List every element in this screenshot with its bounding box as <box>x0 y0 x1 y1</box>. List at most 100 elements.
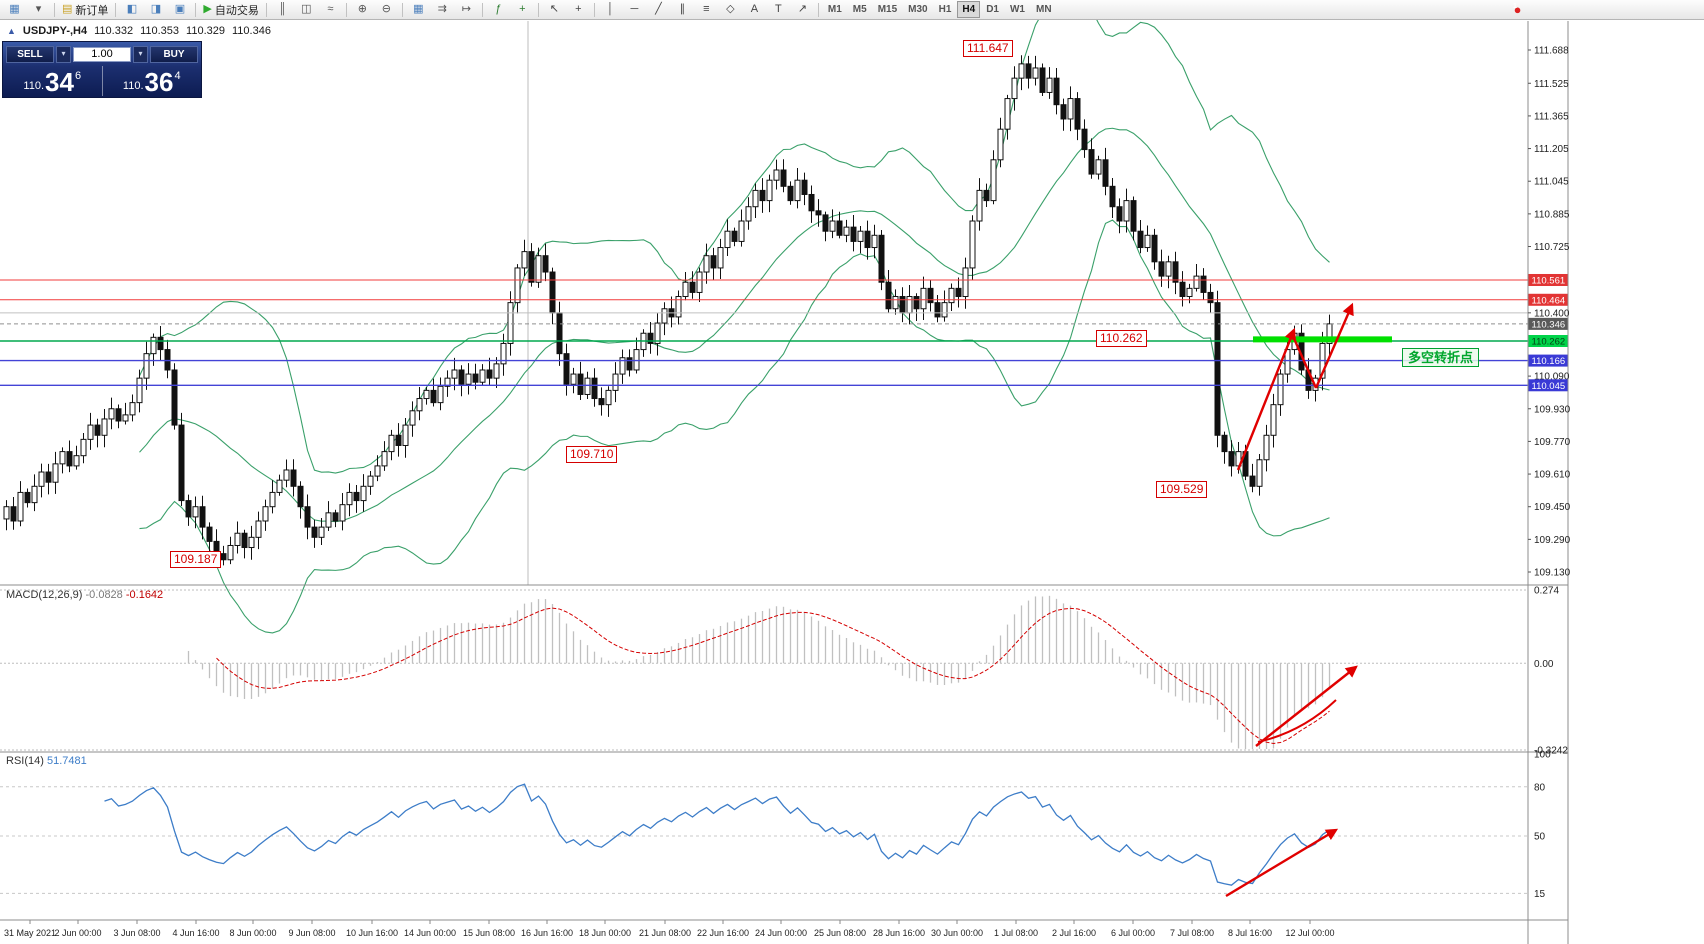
text-icon[interactable]: A <box>743 1 766 18</box>
new-order-button[interactable]: ▤ 新订单 <box>59 1 111 18</box>
market-watch-icon[interactable]: ◧ <box>120 1 143 18</box>
turning-point-label: 多空转折点 <box>1402 348 1480 367</box>
chart-ohlc-line: ▲ USDJPY-,H4 110.332 110.353 110.329 110… <box>7 25 271 37</box>
macd-label: MACD(12,26,9) -0.0828 -0.1642 <box>6 589 163 601</box>
symbol-icon: ▲ <box>7 26 16 36</box>
svg-text:1 Jul 08:00: 1 Jul 08:00 <box>994 928 1038 938</box>
indicators-icon[interactable]: ƒ <box>487 1 510 18</box>
new-chart-icon[interactable]: ▦ <box>3 1 26 18</box>
arrow-tool-icon: ↗ <box>797 3 807 15</box>
cursor-icon[interactable]: ↖ <box>543 1 566 18</box>
horizontal-line-icon[interactable]: ─ <box>623 1 646 18</box>
new-chart-icon: ▦ <box>9 3 20 15</box>
svg-text:0.00: 0.00 <box>1534 659 1554 670</box>
trendline-icon[interactable]: ╱ <box>647 1 670 18</box>
timeframe-m15[interactable]: M15 <box>877 4 898 15</box>
fibonacci-icon[interactable]: ≡ <box>695 1 718 18</box>
toolbar-separator <box>481 2 483 17</box>
svg-text:111.365: 111.365 <box>1534 111 1569 122</box>
trendline-icon: ╱ <box>655 3 662 15</box>
terminal-icon[interactable]: ▣ <box>168 1 191 18</box>
buy-button[interactable]: BUY <box>150 45 198 63</box>
rsi-value: 51.7481 <box>46 755 87 767</box>
new-order-button: ▤ <box>62 3 73 15</box>
autotrade-button[interactable]: ▶ 自动交易 <box>200 1 261 18</box>
vertical-line-icon[interactable]: │ <box>599 1 622 18</box>
auto-scroll-icon[interactable]: ⇉ <box>431 1 454 18</box>
timeframe-m1[interactable]: M1 <box>827 4 842 15</box>
crosshair-icon[interactable]: + <box>567 1 590 18</box>
price-flag: 109.529 <box>1156 481 1208 498</box>
timeframe-mn[interactable]: MN <box>1035 4 1052 15</box>
line-chart-icon[interactable]: ≈ <box>319 1 342 18</box>
svg-text:110.885: 110.885 <box>1534 209 1570 220</box>
auto-scroll-icon: ⇉ <box>437 3 447 15</box>
sell-price-prefix: 110. <box>23 80 45 92</box>
shapes-icon: ◇ <box>726 3 735 15</box>
symbol-title: USDJPY-,H4 <box>22 25 88 37</box>
timeframe-m5[interactable]: M5 <box>852 4 867 15</box>
sell-price[interactable]: 110. 34 6 <box>3 64 102 98</box>
sell-price-big: 34 <box>45 67 74 97</box>
timeframe-w1[interactable]: W1 <box>1009 4 1025 15</box>
shapes-icon[interactable]: ◇ <box>719 1 742 18</box>
svg-text:109.130: 109.130 <box>1534 568 1571 579</box>
add-indicator-icon: + <box>519 3 526 15</box>
chart-shift-icon[interactable]: ↦ <box>455 1 478 18</box>
svg-text:6 Jul 00:00: 6 Jul 00:00 <box>1111 928 1155 938</box>
candlestick-chart-icon: ◫ <box>301 3 312 15</box>
svg-text:100: 100 <box>1534 750 1551 761</box>
text-label-icon[interactable]: T <box>767 1 790 18</box>
timeframe-d1[interactable]: D1 <box>986 4 999 15</box>
alert-badge-icon[interactable]: ● 1 <box>1513 2 1522 17</box>
svg-text:0.274: 0.274 <box>1534 586 1559 597</box>
volume-dropdown-icon[interactable]: ▾ <box>133 45 148 63</box>
svg-text:2 Jun 00:00: 2 Jun 00:00 <box>54 928 101 938</box>
svg-text:110.464: 110.464 <box>1532 295 1566 306</box>
timeframe-h4[interactable]: H4 <box>957 1 981 18</box>
svg-text:111.688: 111.688 <box>1534 46 1569 57</box>
toolbar-separator <box>265 2 267 17</box>
arrow-tool-icon[interactable]: ↗ <box>791 1 814 18</box>
svg-text:10 Jun 16:00: 10 Jun 16:00 <box>346 928 398 938</box>
volume-input[interactable] <box>73 46 131 62</box>
rsi-title: RSI(14) <box>6 755 44 767</box>
buy-price[interactable]: 110. 36 4 <box>103 64 202 98</box>
svg-text:110.400: 110.400 <box>1534 308 1570 319</box>
svg-text:8 Jul 16:00: 8 Jul 16:00 <box>1228 928 1272 938</box>
navigator-icon[interactable]: ◨ <box>144 1 167 18</box>
svg-text:109.610: 109.610 <box>1534 470 1571 481</box>
profiles-dropdown-icon[interactable]: ▾ <box>27 1 50 18</box>
profiles-dropdown-icon: ▾ <box>35 3 42 15</box>
chart-shift-icon: ↦ <box>461 3 471 15</box>
timeframe-h1[interactable]: H1 <box>938 4 952 15</box>
svg-text:110.725: 110.725 <box>1534 242 1570 253</box>
channel-icon[interactable]: ∥ <box>671 1 694 18</box>
quote-open: 110.332 <box>94 25 134 37</box>
zoom-in-icon[interactable]: ⊕ <box>351 1 374 18</box>
sell-dropdown-icon[interactable]: ▾ <box>56 45 71 63</box>
svg-text:18 Jun 00:00: 18 Jun 00:00 <box>579 928 631 938</box>
quote-close: 110.346 <box>231 25 271 37</box>
toolbar-separator <box>115 2 117 17</box>
zoom-out-icon[interactable]: ⊖ <box>375 1 398 18</box>
buy-price-pipette: 4 <box>174 70 181 82</box>
fibonacci-icon: ≡ <box>703 3 710 15</box>
tile-windows-icon[interactable]: ▦ <box>407 1 430 18</box>
buy-price-prefix: 110. <box>122 80 144 92</box>
timeframe-m30[interactable]: M30 <box>908 4 928 15</box>
bar-chart-icon[interactable]: ║ <box>271 1 294 18</box>
svg-text:2 Jul 16:00: 2 Jul 16:00 <box>1052 928 1096 938</box>
tile-windows-icon: ▦ <box>413 3 424 15</box>
macd-title: MACD(12,26,9) <box>6 589 83 601</box>
svg-text:9 Jun 08:00: 9 Jun 08:00 <box>288 928 335 938</box>
candlestick-chart-icon[interactable]: ◫ <box>295 1 318 18</box>
sell-button[interactable]: SELL <box>6 45 54 63</box>
line-chart-icon: ≈ <box>327 3 334 15</box>
toolbar-separator <box>54 2 55 17</box>
cursor-icon: ↖ <box>549 3 559 15</box>
navigator-icon: ◨ <box>150 3 162 15</box>
add-indicator-icon[interactable]: + <box>511 1 534 18</box>
svg-text:3 Jun 08:00: 3 Jun 08:00 <box>113 928 160 938</box>
